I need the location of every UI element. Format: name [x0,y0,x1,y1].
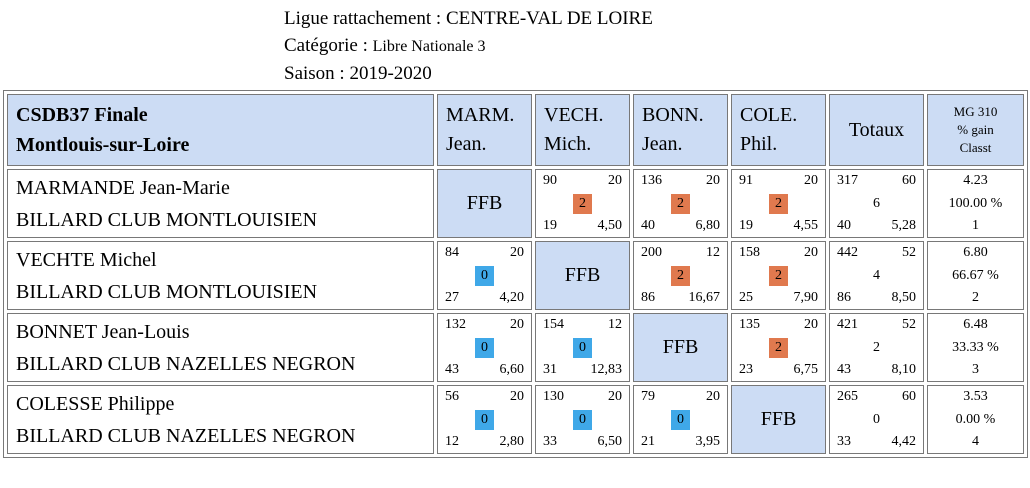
categorie-line: Catégorie : Libre Nationale 3 [284,32,1030,60]
match-cell: 136 20 2 40 6,80 [633,169,728,238]
table-row: BONNET Jean-Louis BILLARD CLUB NAZELLES … [7,313,1024,382]
player-cell: MARMANDE Jean-Marie BILLARD CLUB MONTLOU… [7,169,434,238]
match-cell: 130 20 0 33 6,50 [535,385,630,454]
player-club: BILLARD CLUB MONTLOUISIEN [16,280,318,303]
mg-average: 4.23 [963,173,988,188]
opponent-header-vech: VECH. Mich. [535,94,630,166]
ranking-cell: 6.48 33.33 % 3 [927,313,1024,382]
match-cell: 84 20 0 27 4,20 [437,241,532,310]
player-cell: VECHTE Michel BILLARD CLUB MONTLOUISIEN [7,241,434,310]
match-points-badge: 0 [573,337,592,358]
match-cell: 200 12 2 86 16,67 [633,241,728,310]
player-name: COLESSE Philippe [16,392,175,415]
totals-cell: 265 60 0 33 4,42 [829,385,924,454]
opponent-header-marm: MARM. Jean. [437,94,532,166]
match-points-badge: 2 [573,193,592,214]
ranking-cell: 6.80 66.67 % 2 [927,241,1024,310]
player-cell: COLESSE Philippe BILLARD CLUB NAZELLES N… [7,385,434,454]
table-header-row: CSDB37 Finale Montlouis-sur-Loire MARM. … [7,94,1024,166]
total-match-points: 0 [873,411,880,427]
categorie-value: Libre Nationale 3 [372,38,486,55]
table-title-line2: Montlouis-sur-Loire [16,134,190,156]
categorie-label: Catégorie : [284,35,368,56]
table-row: COLESSE Philippe BILLARD CLUB NAZELLES N… [7,385,1024,454]
gain-percent: 33.33 % [952,339,999,355]
match-cell: 135 20 2 23 6,75 [731,313,826,382]
match-cell: 132 20 0 43 6,60 [437,313,532,382]
match-points-badge: 2 [671,193,690,214]
gain-percent: 100.00 % [948,195,1003,211]
totals-cell: 442 52 4 86 8,50 [829,241,924,310]
player-cell: BONNET Jean-Louis BILLARD CLUB NAZELLES … [7,313,434,382]
mg-header: MG 310 % gain Classt [927,94,1024,166]
table-row: MARMANDE Jean-Marie BILLARD CLUB MONTLOU… [7,169,1024,238]
match-points-badge: 0 [475,409,494,430]
match-cell: 90 20 2 19 4,50 [535,169,630,238]
match-points-badge: 2 [769,193,788,214]
page-header: Ligue rattachement : CENTRE-VAL DE LOIRE… [0,0,1030,89]
match-points-badge: 2 [671,265,690,286]
match-points-badge: 2 [769,265,788,286]
ranking-cell: 3.53 0.00 % 4 [927,385,1024,454]
table-title: CSDB37 Finale Montlouis-sur-Loire [7,94,434,166]
rank: 3 [972,362,979,377]
player-name: VECHTE Michel [16,248,157,271]
match-cell: 91 20 2 19 4,55 [731,169,826,238]
opponent-header-cole: COLE. Phil. [731,94,826,166]
match-points-badge: 0 [573,409,592,430]
totaux-header: Totaux [829,94,924,166]
match-points-badge: 0 [475,337,494,358]
match-cell: 158 20 2 25 7,90 [731,241,826,310]
totals-cell: 421 52 2 43 8,10 [829,313,924,382]
table-title-line1: CSDB37 Finale [16,104,148,126]
total-match-points: 2 [873,339,880,355]
ffb-cell: FFB [633,313,728,382]
ffb-cell: FFB [437,169,532,238]
total-match-points: 4 [873,267,880,283]
rank: 1 [972,218,979,233]
ranking-cell: 4.23 100.00 % 1 [927,169,1024,238]
match-cell: 79 20 0 21 3,95 [633,385,728,454]
mg-average: 6.80 [963,245,988,260]
player-name: BONNET Jean-Louis [16,320,190,343]
gain-percent: 66.67 % [952,267,999,283]
ligue-value: CENTRE-VAL DE LOIRE [445,8,653,29]
ligue-label: Ligue rattachement : [284,8,442,29]
saison-label: Saison : [284,63,345,84]
saison-value: 2019-2020 [349,63,432,84]
mg-average: 6.48 [963,317,988,332]
total-match-points: 6 [873,195,880,211]
player-club: BILLARD CLUB MONTLOUISIEN [16,208,318,231]
rank: 4 [972,434,979,449]
rank: 2 [972,290,979,305]
match-cell: 154 12 0 31 12,83 [535,313,630,382]
match-points-badge: 0 [475,265,494,286]
player-club: BILLARD CLUB NAZELLES NEGRON [16,352,356,375]
mg-average: 3.53 [963,389,988,404]
table-row: VECHTE Michel BILLARD CLUB MONTLOUISIEN … [7,241,1024,310]
results-table: CSDB37 Finale Montlouis-sur-Loire MARM. … [3,90,1028,458]
totals-cell: 317 60 6 40 5,28 [829,169,924,238]
player-club: BILLARD CLUB NAZELLES NEGRON [16,424,356,447]
match-points-badge: 0 [671,409,690,430]
ligue-line: Ligue rattachement : CENTRE-VAL DE LOIRE [284,5,1030,32]
match-points-badge: 2 [769,337,788,358]
saison-line: Saison : 2019-2020 [284,60,1030,87]
ffb-cell: FFB [731,385,826,454]
match-cell: 56 20 0 12 2,80 [437,385,532,454]
ffb-cell: FFB [535,241,630,310]
gain-percent: 0.00 % [955,411,996,427]
player-name: MARMANDE Jean-Marie [16,176,230,199]
opponent-header-bonn: BONN. Jean. [633,94,728,166]
